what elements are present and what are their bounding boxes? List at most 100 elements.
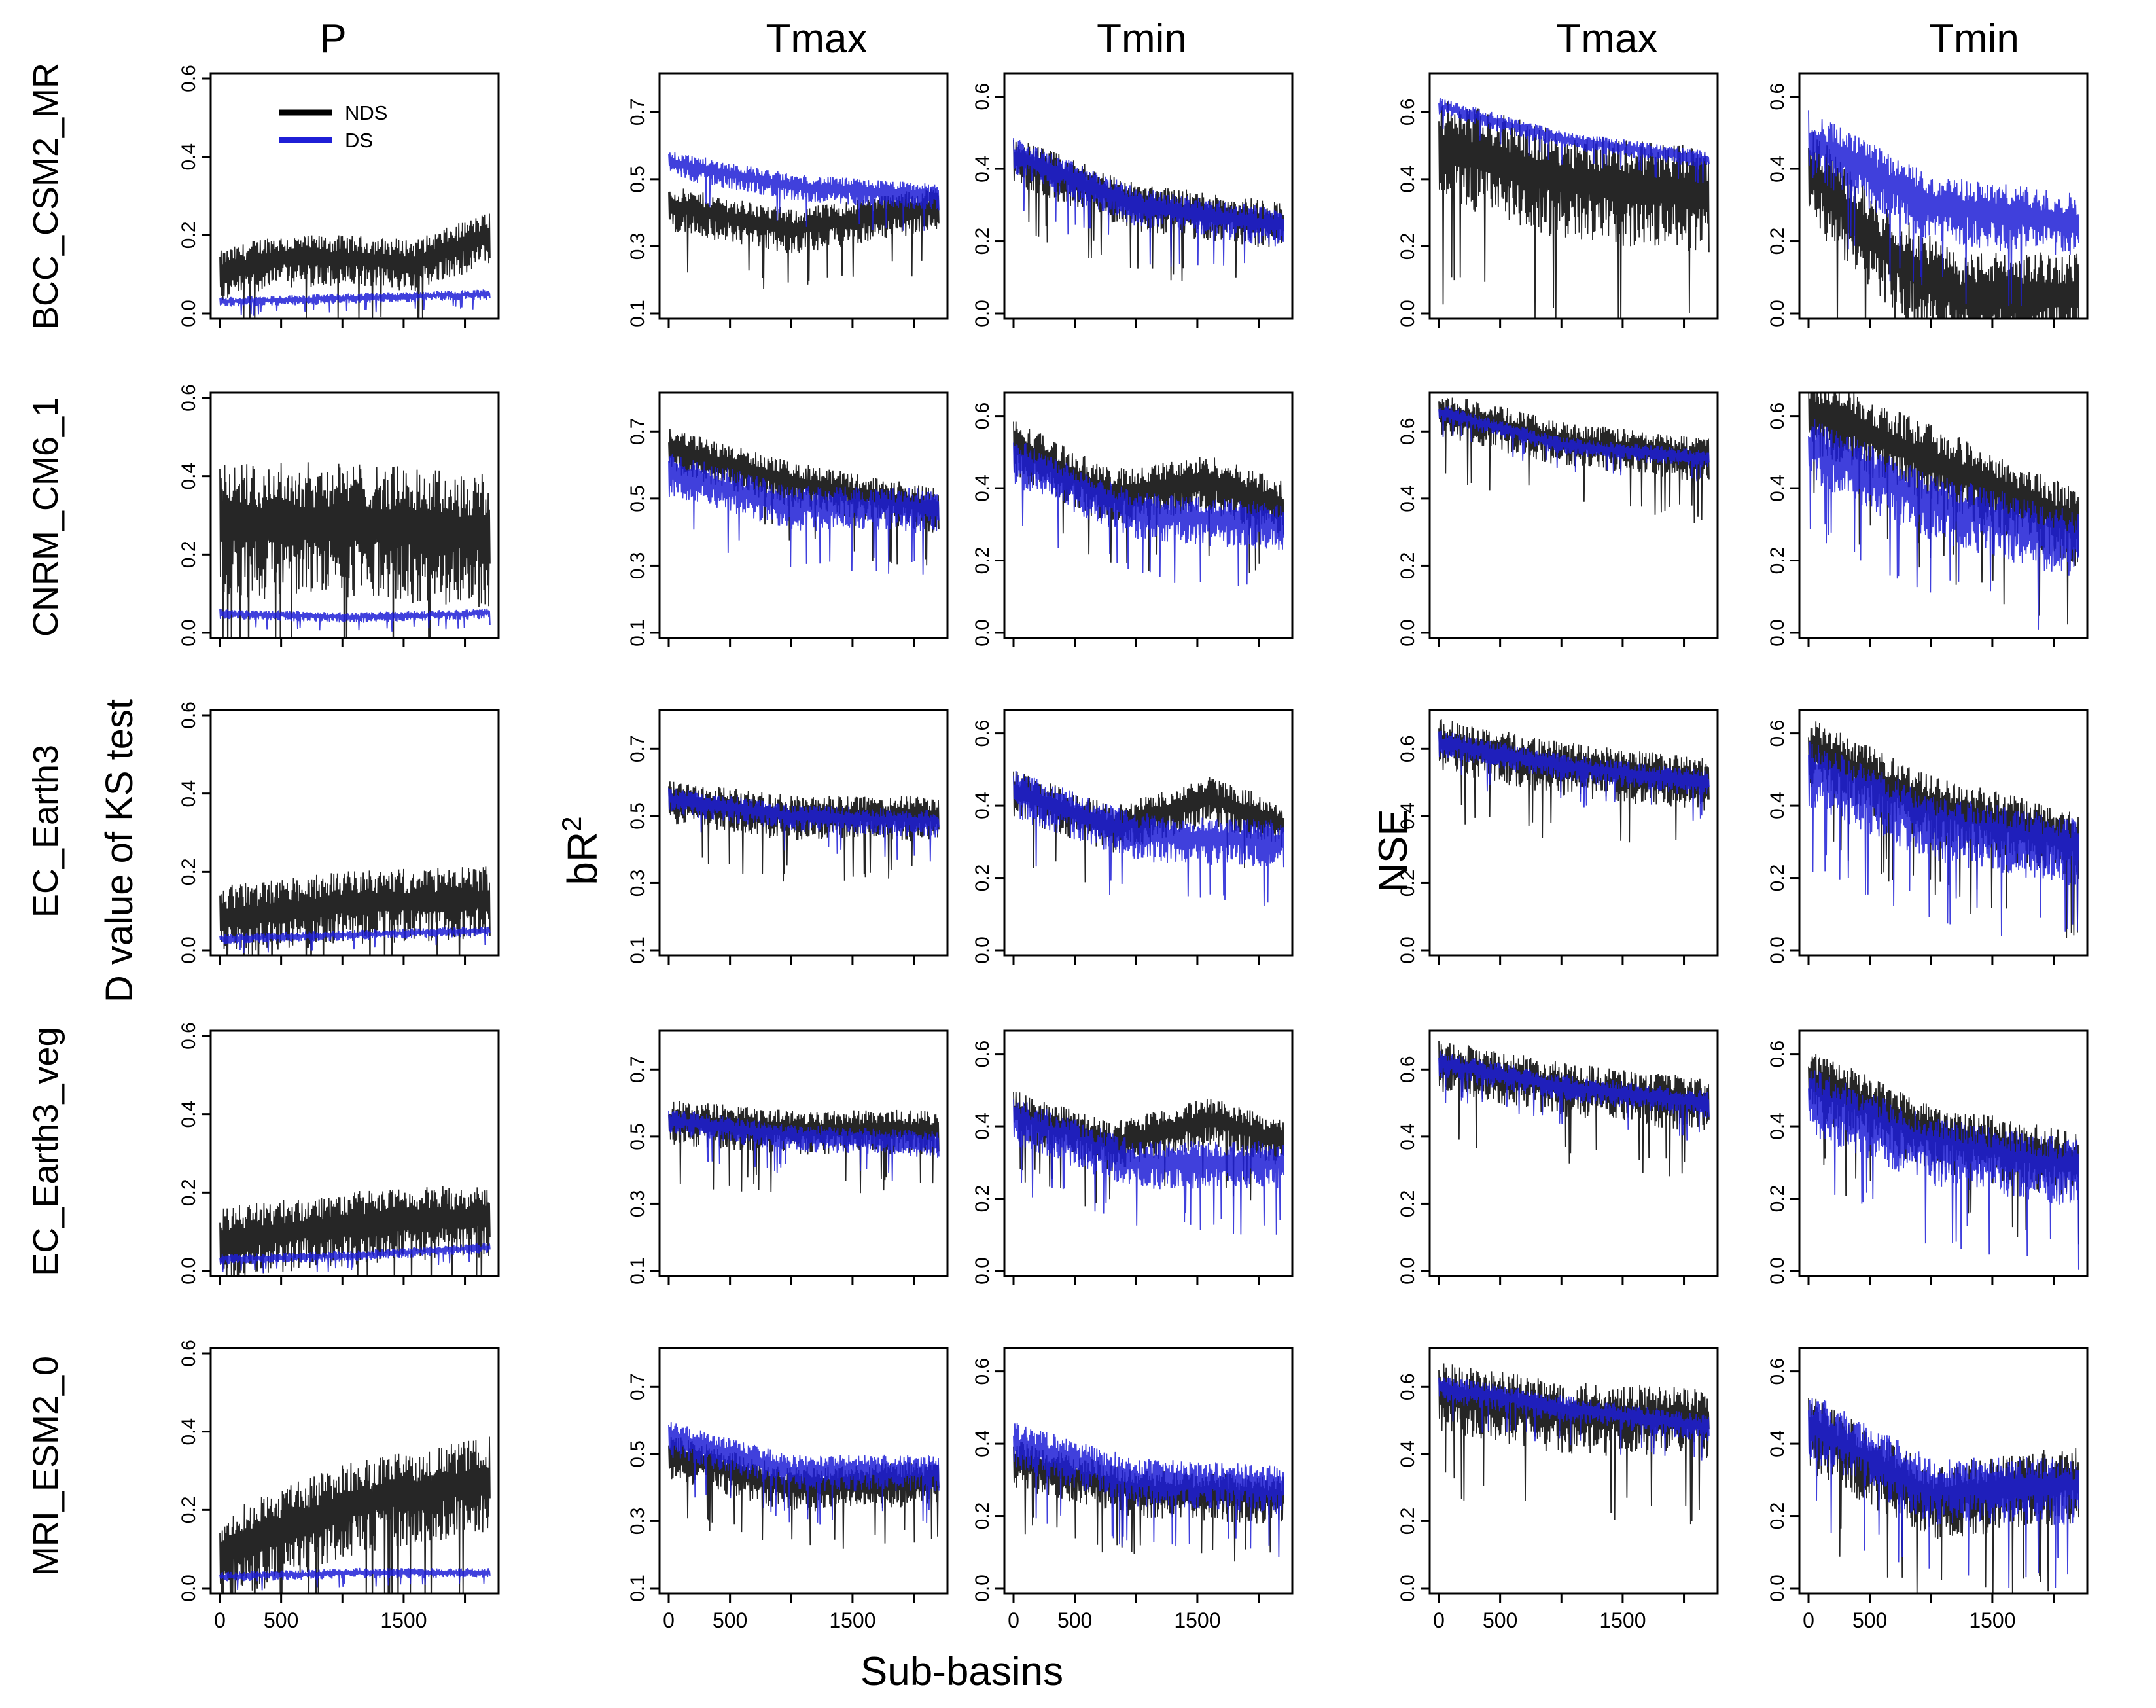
y-tick-label: 0.4 (1397, 802, 1419, 830)
y-tick-label: 0.6 (178, 65, 200, 92)
x-tick-label: 1500 (829, 1609, 875, 1632)
y-tick-label: 0.6 (1397, 98, 1419, 126)
ylabel-br2-base: bR (559, 832, 606, 885)
row-label-ec-earth3: EC_Earth3 (26, 745, 65, 917)
series-line-ds (1438, 1377, 1710, 1461)
plot-frame (1798, 1029, 2089, 1277)
x-tick-label: 500 (264, 1609, 298, 1632)
panel-cnrm-cm6-1-p: 0.0 0.2 0.4 0.6 (178, 384, 500, 647)
y-tick-label: 0.2 (1397, 870, 1419, 897)
y-tick-label: 0.4 (972, 1112, 993, 1140)
plot-frame (658, 391, 949, 639)
panel-ec-earth3-veg-tmin-nse: 0.0 0.2 0.4 0.6 (1767, 1029, 2089, 1285)
plot-frame (658, 72, 949, 320)
plot-frame (1428, 72, 1719, 320)
y-tick-label: 0.5 (627, 485, 648, 512)
y-tick-label: 0.2 (972, 1185, 993, 1213)
y-tick-label: 0.4 (972, 474, 993, 502)
y-tick-label: 0.6 (1767, 402, 1788, 430)
y-tick-label: 0.2 (178, 1179, 200, 1206)
y-tick-label: 0.2 (972, 1503, 993, 1530)
row-label-ec-earth3-veg: EC_Earth3_veg (26, 1027, 65, 1276)
y-tick-label: 0.6 (972, 402, 993, 430)
plot-frame (1003, 1347, 1294, 1595)
y-tick-label: 0.0 (1767, 1575, 1788, 1602)
series-line-ds (1808, 1398, 2079, 1588)
y-tick-label: 0.1 (627, 1575, 648, 1602)
y-tick-label: 0.0 (1767, 619, 1788, 647)
y-tick-label: 0.3 (627, 1508, 648, 1535)
y-tick-label: 0.2 (1767, 547, 1788, 575)
y-tick-label: 0.0 (972, 936, 993, 964)
y-tick-label: 0.0 (1397, 300, 1419, 327)
y-tick-label: 0.0 (1397, 619, 1419, 647)
y-tick-label: 0.0 (178, 1575, 200, 1602)
y-tick-label: 0.6 (972, 83, 993, 111)
y-tick-label: 0.6 (1397, 1056, 1419, 1083)
panel-bcc-csm2-mr-tmin-br2: 0.0 0.2 0.4 0.6 (972, 72, 1294, 328)
y-tick-label: 0.6 (178, 702, 200, 729)
series-line-nds (668, 429, 940, 566)
panel-ec-earth3-veg-tmin-br2: 0.0 0.2 0.4 0.6 (972, 1029, 1294, 1285)
panel-bcc-csm2-mr-tmax-br2: 0.1 0.3 0.5 0.7 (627, 72, 949, 328)
y-tick-label: 0.0 (1397, 1575, 1419, 1602)
y-tick-label: 0.4 (1397, 166, 1419, 193)
y-tick-label: 0.4 (1767, 474, 1788, 502)
panel-ec-earth3-tmin-nse: 0.0 0.2 0.4 0.6 (1767, 709, 2089, 965)
legend-label-ds: DS (345, 129, 373, 152)
series-line-ds (1438, 1050, 1710, 1141)
x-tick-label: 0 (663, 1609, 675, 1632)
x-tick-label: 500 (1483, 1609, 1517, 1632)
series-line-ds (668, 787, 940, 862)
series-line-ds (1438, 730, 1710, 821)
x-tick-label: 1500 (1969, 1609, 2015, 1632)
y-tick-label: 0.0 (1767, 300, 1788, 327)
panel-bcc-csm2-mr-p: 0.0 0.2 0.4 0.6 NDS DS (178, 65, 500, 328)
plot-frame (658, 709, 949, 957)
y-tick-label: 0.2 (178, 221, 200, 249)
y-tick-label: 0.2 (1767, 228, 1788, 255)
y-tick-label: 0.6 (1767, 1041, 1788, 1068)
series-line-ds (219, 289, 491, 316)
y-tick-label: 0.4 (178, 1418, 200, 1446)
y-tick-label: 0.2 (1767, 1185, 1788, 1213)
x-tick-label: 1500 (1174, 1609, 1220, 1632)
y-tick-label: 0.6 (178, 1022, 200, 1050)
y-tick-label: 0.2 (178, 858, 200, 885)
y-tick-label: 0.4 (178, 143, 200, 171)
y-tick-label: 0.2 (178, 541, 200, 568)
plot-frame (1798, 391, 2089, 639)
x-tick-label: 0 (1803, 1609, 1814, 1632)
series-line-nds (1808, 131, 2079, 319)
plot-frame (1428, 1347, 1719, 1595)
ylabel-br2-sup: 2 (556, 816, 587, 831)
panel-mri-esm2-0-tmax-br2: 0.1 0.3 0.5 0.7 0 500 1500 (627, 1347, 949, 1632)
y-tick-label: 0.0 (972, 619, 993, 647)
series-line-nds (1013, 421, 1284, 573)
y-tick-label: 0.2 (1397, 1190, 1419, 1218)
y-tick-label: 0.2 (1397, 1508, 1419, 1535)
x-tick-label: 1500 (1599, 1609, 1646, 1632)
y-tick-label: 0.2 (972, 228, 993, 255)
y-tick-label: 0.2 (1767, 1503, 1788, 1530)
row-label-cnrm: CNRM_CM6_1 (26, 397, 65, 637)
y-tick-label: 0.6 (1767, 720, 1788, 747)
plot-frame (1798, 72, 2089, 320)
y-tick-label: 0.0 (1767, 936, 1788, 964)
series-line-ds (668, 1110, 940, 1181)
y-tick-label: 0.6 (972, 1041, 993, 1068)
y-tick-label: 0.3 (627, 552, 648, 580)
plot-frame (209, 709, 500, 957)
y-tick-label: 0.4 (1767, 1430, 1788, 1457)
y-tick-label: 0.3 (627, 233, 648, 260)
panel-ec-earth3-tmax-br2: 0.1 0.3 0.5 0.7 (627, 709, 949, 965)
series-line-ds (1808, 741, 2079, 936)
y-tick-label: 0.0 (1397, 936, 1419, 964)
plot-frame (1003, 1029, 1294, 1277)
series-line-ds (1013, 1423, 1284, 1557)
plot-frame (1428, 391, 1719, 639)
plot-frame (1798, 1347, 2089, 1595)
row-label-bcc: BCC_CSM2_MR (26, 63, 65, 330)
y-tick-label: 0.4 (178, 780, 200, 808)
